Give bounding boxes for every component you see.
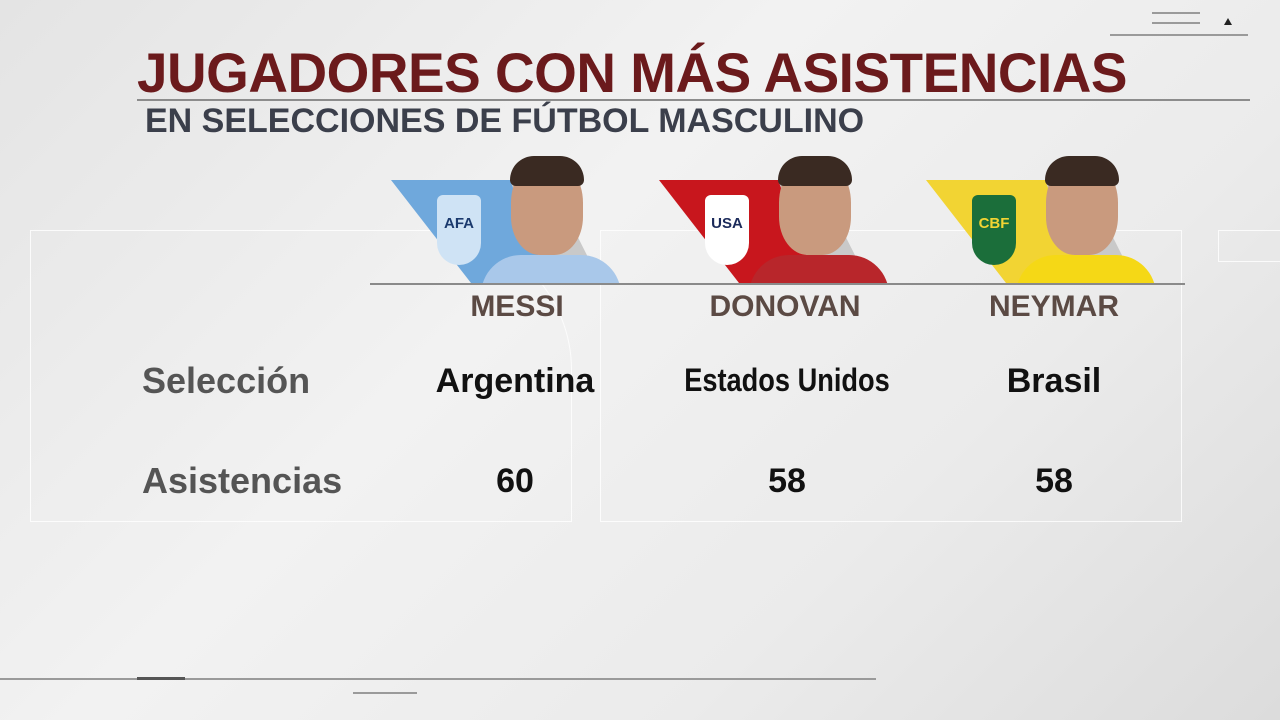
player-name: MESSI xyxy=(470,290,564,323)
player-assists: 58 xyxy=(1035,462,1073,500)
federation-crest-icon: CBF xyxy=(972,195,1016,265)
player-photo-card: CBF xyxy=(926,150,1166,283)
player-name: DONOVAN xyxy=(709,290,861,323)
player-kit xyxy=(749,255,889,283)
player-assists: 58 xyxy=(768,462,806,500)
background-decoration xyxy=(1218,230,1280,262)
row-label-selection: Selección xyxy=(142,360,311,401)
player-kit xyxy=(1016,255,1156,283)
bottom-line xyxy=(0,678,876,680)
federation-crest-icon: USA xyxy=(705,195,749,265)
corner-indicator xyxy=(1110,10,1248,38)
player-photo-card: AFA xyxy=(391,150,631,283)
player-name: NEYMAR xyxy=(988,290,1119,323)
player-country: Argentina xyxy=(435,362,595,400)
player-assists: 60 xyxy=(496,462,534,500)
player-country: Estados Unidos xyxy=(684,362,890,398)
player-hair xyxy=(510,156,584,186)
row-label-assists: Asistencias xyxy=(142,460,343,501)
player-hair xyxy=(778,156,852,186)
page-subtitle: EN SELECCIONES DE FÚTBOL MASCULINO xyxy=(145,102,865,140)
federation-crest-icon: AFA xyxy=(437,195,481,265)
player-hair xyxy=(1045,156,1119,186)
player-country: Brasil xyxy=(1006,362,1102,400)
player-kit xyxy=(481,255,621,283)
triangle-up-icon xyxy=(1224,18,1232,25)
page-title: JUGADORES CON MÁS ASISTENCIAS xyxy=(137,41,1128,104)
photo-baseline xyxy=(370,283,1185,285)
title-divider xyxy=(137,99,1250,101)
player-photo-card: USA xyxy=(659,150,899,283)
bottom-line xyxy=(353,692,417,694)
bottom-line xyxy=(137,677,185,680)
background-decoration xyxy=(600,230,1182,522)
background-decoration xyxy=(30,230,572,522)
